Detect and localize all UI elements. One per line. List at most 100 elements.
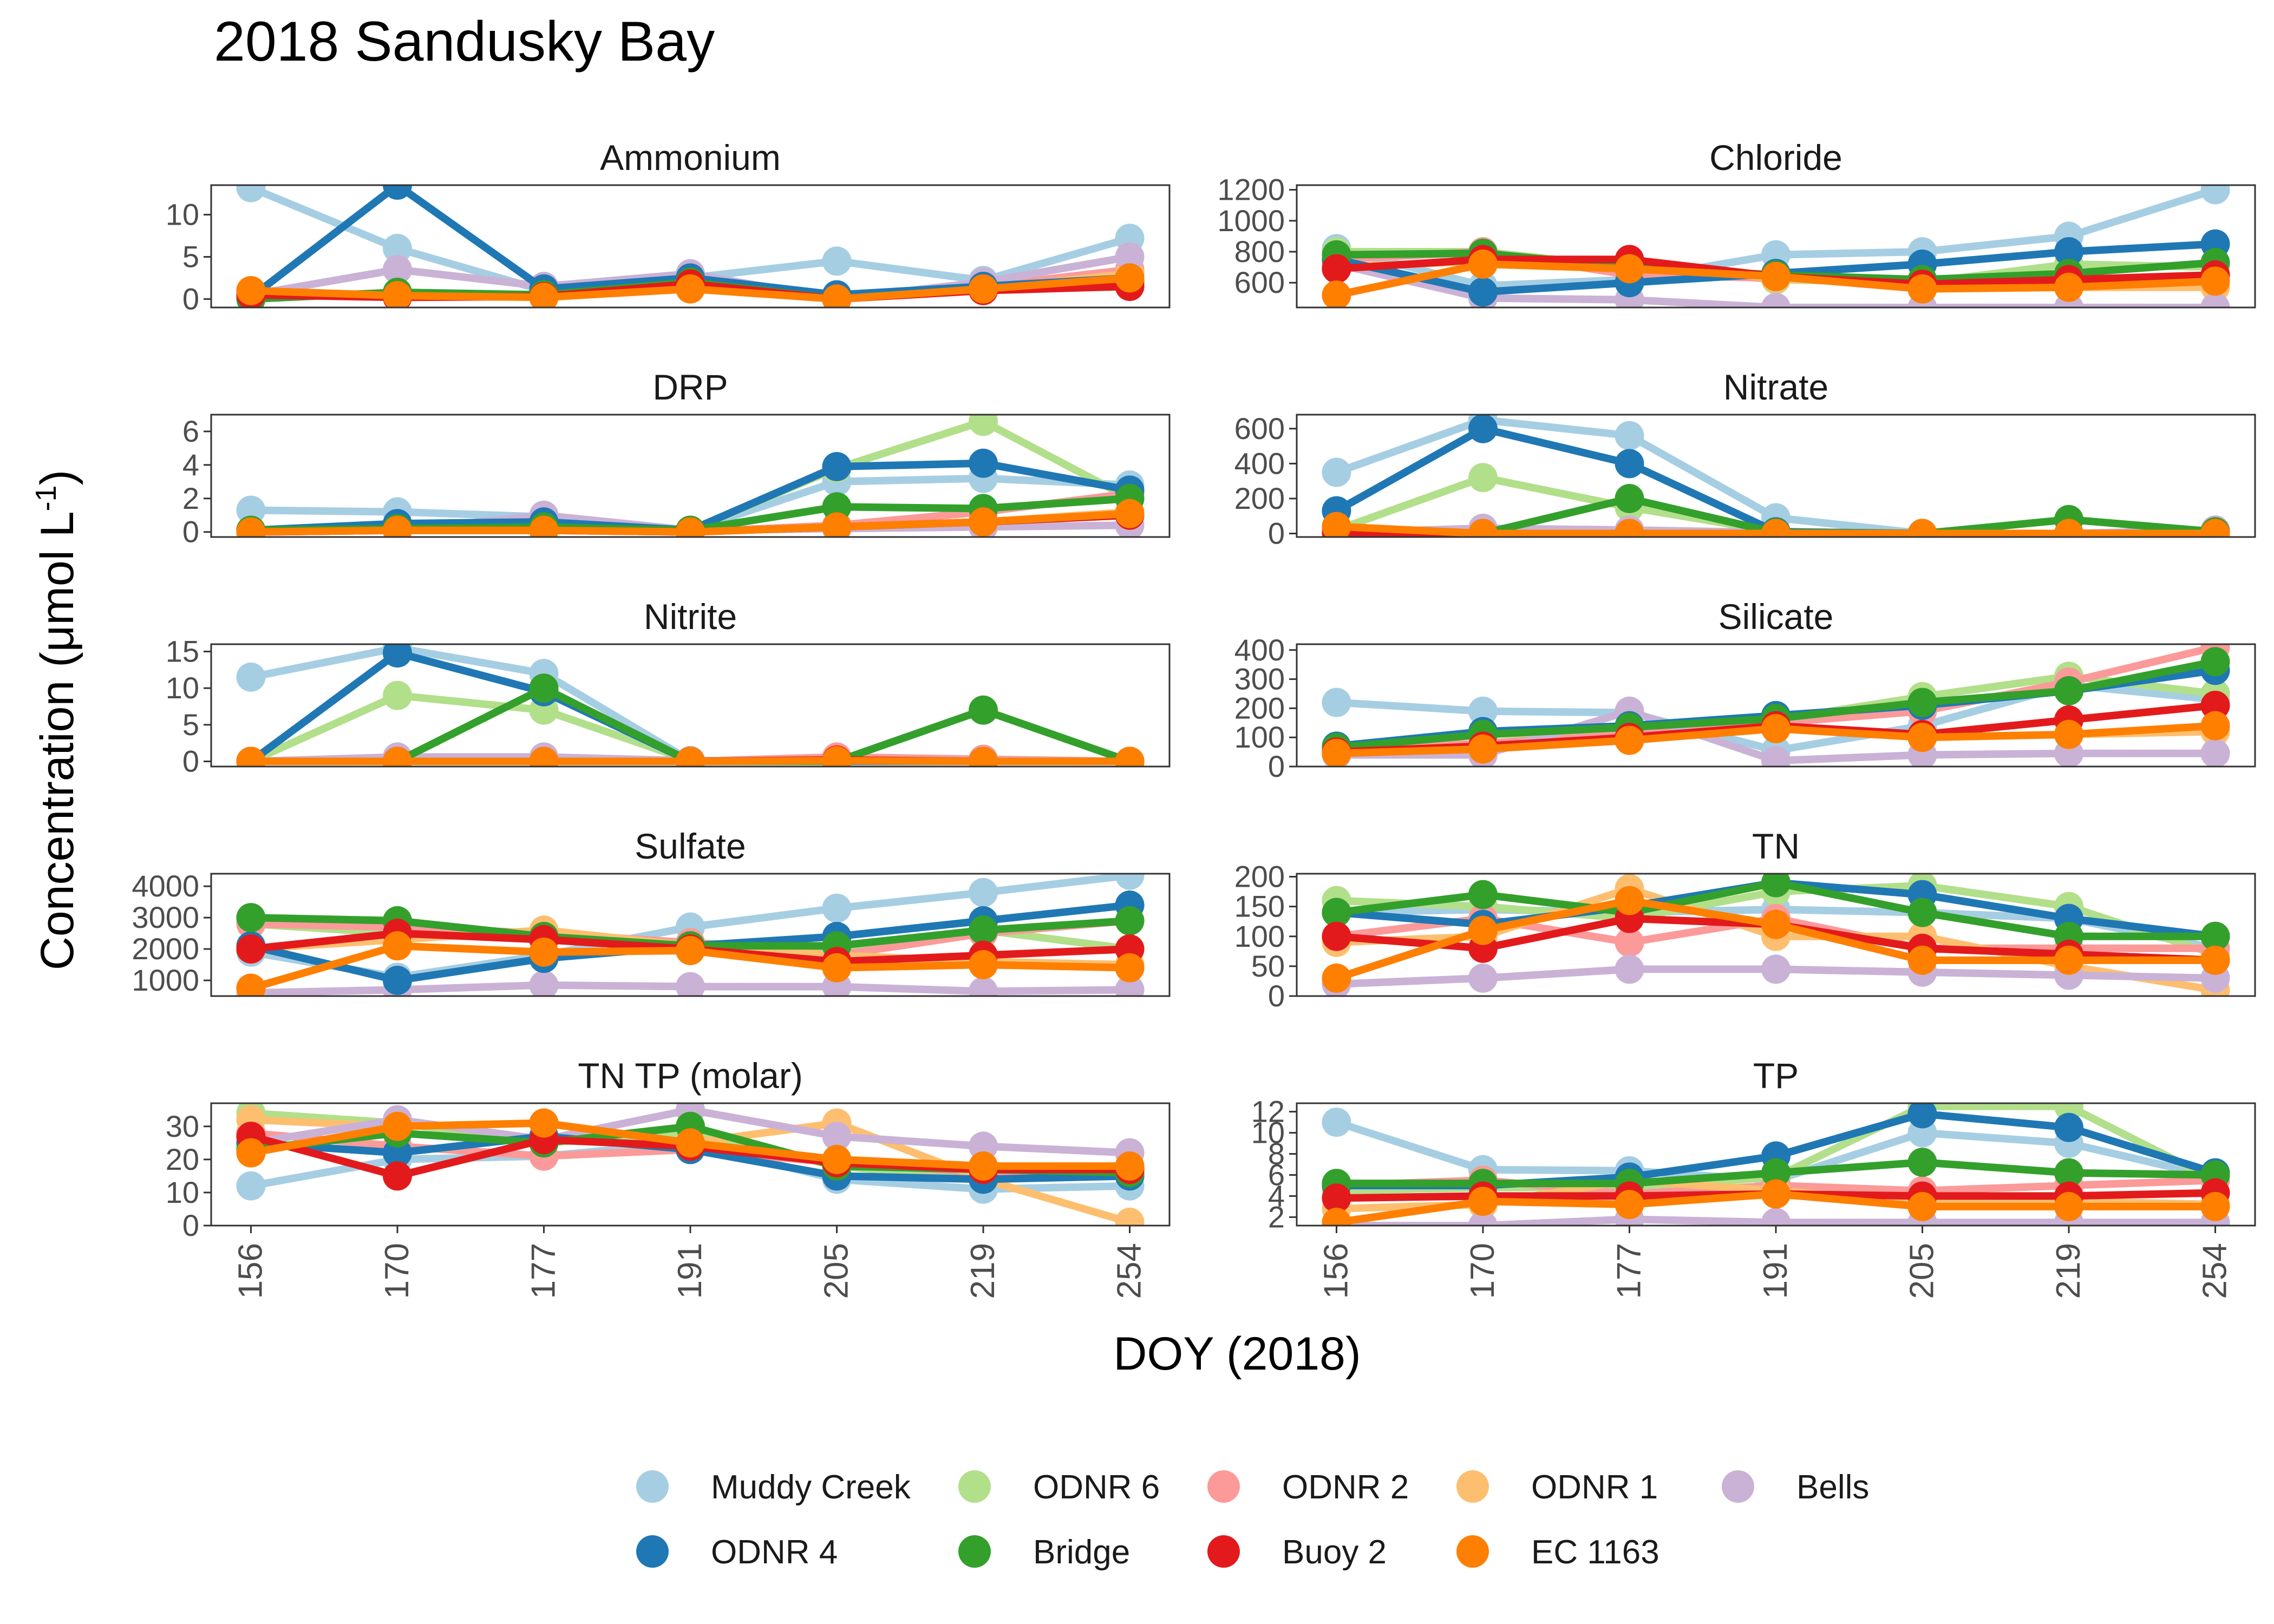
legend-item-odnr-6: ODNR 6 — [958, 1469, 1160, 1506]
data-point-bells — [676, 972, 705, 996]
data-point-bridge — [1907, 898, 1937, 927]
x-tick-label: 219 — [2050, 1243, 2087, 1299]
panel-frame — [1296, 873, 2256, 997]
panel-title: Sulfate — [635, 826, 746, 866]
data-point-ec-1163 — [676, 1128, 705, 1158]
data-point-ec-1163 — [1907, 945, 1937, 975]
data-point-ec-1163 — [1468, 1187, 1498, 1216]
data-point-odnr-4 — [382, 966, 412, 996]
data-point-ec-1163 — [1115, 953, 1145, 983]
legend-item-odnr-4: ODNR 4 — [636, 1534, 838, 1571]
data-point-ec-1163 — [1115, 746, 1145, 767]
data-point-muddy-creek — [969, 878, 998, 907]
data-point-buoy-2 — [382, 1161, 412, 1191]
data-point-muddy-creek — [1615, 421, 1644, 450]
legend-key-bells — [1722, 1470, 1754, 1503]
data-point-bridge — [822, 492, 852, 522]
panel-series — [236, 185, 1145, 307]
y-tick-label: 15 — [166, 634, 199, 669]
data-point-ec-1163 — [529, 1108, 559, 1138]
data-point-ec-1163 — [822, 284, 852, 307]
panel-series — [236, 415, 1145, 537]
data-point-ec-1163 — [1468, 915, 1498, 945]
legend-item-bells: Bells — [1722, 1469, 1869, 1506]
data-point-ec-1163 — [1761, 519, 1791, 537]
data-point-ec-1163 — [236, 973, 266, 996]
data-point-muddy-creek — [1322, 1108, 1351, 1137]
y-axis-label-main: Concentration (μmol L — [31, 511, 83, 970]
data-point-ec-1163 — [236, 746, 266, 767]
y-tick-label: 800 — [1234, 234, 1285, 269]
y-tick-label: 4 — [1268, 1178, 1285, 1213]
y-tick-label: 6 — [182, 414, 199, 448]
data-point-bells — [1761, 954, 1791, 984]
panel-frame — [210, 873, 1171, 997]
y-tick-label: 200 — [1234, 860, 1285, 894]
data-point-muddy-creek — [1468, 696, 1498, 726]
y-tick-label: 0 — [182, 281, 199, 316]
data-point-ec-1163 — [1615, 886, 1644, 915]
legend-key-muddy-creek — [636, 1470, 669, 1503]
y-tick-label: 0 — [1268, 749, 1285, 783]
y-tick-label: 5 — [182, 239, 199, 273]
data-point-muddy-creek — [1115, 874, 1145, 890]
data-point-ec-1163 — [1761, 1179, 1791, 1209]
y-tick-label: 0 — [182, 744, 199, 778]
x-tick-label: 156 — [232, 1243, 269, 1299]
data-point-ec-1163 — [822, 746, 852, 767]
y-tick-label: 400 — [1234, 446, 1285, 480]
panel-title: TN — [1752, 826, 1800, 866]
data-point-odnr-4 — [1468, 277, 1498, 307]
y-axis-label: Concentration (μmol L-1) — [30, 470, 83, 970]
y-tick-label: 100 — [1234, 720, 1285, 754]
y-tick-label: 4000 — [132, 869, 199, 903]
data-point-odnr-4 — [2054, 1112, 2084, 1142]
y-tick-label: 600 — [1234, 265, 1285, 299]
x-tick-label: 219 — [964, 1243, 1002, 1299]
legend-item-odnr-2: ODNR 2 — [1207, 1469, 1409, 1506]
data-point-ec-1163 — [382, 281, 412, 307]
data-point-ec-1163 — [1615, 519, 1644, 537]
data-point-ec-1163 — [1907, 274, 1937, 304]
data-point-buoy-2 — [236, 934, 266, 964]
y-tick-label: 10 — [166, 1175, 199, 1209]
data-point-bridge — [1761, 874, 1791, 898]
legend-key-odnr-1 — [1456, 1470, 1489, 1503]
data-point-ec-1163 — [1322, 738, 1351, 767]
y-tick-label: 0 — [1268, 516, 1285, 551]
legend-key-bridge — [958, 1535, 991, 1568]
data-point-ec-1163 — [236, 1138, 266, 1168]
data-point-buoy-2 — [1322, 254, 1351, 284]
data-point-odnr-4 — [822, 451, 852, 481]
data-point-bells — [1468, 963, 1498, 993]
x-tick-label: 191 — [671, 1243, 709, 1299]
data-point-odnr-4 — [1615, 449, 1644, 479]
data-point-ec-1163 — [822, 512, 852, 537]
legend-item-muddy-creek: Muddy Creek — [636, 1469, 911, 1506]
x-tick-label: 156 — [1317, 1243, 1355, 1299]
data-point-bells — [1115, 242, 1145, 272]
legend-key-ec-1163 — [1456, 1535, 1489, 1568]
y-tick-label: 150 — [1234, 889, 1285, 924]
data-point-bridge — [529, 673, 559, 703]
data-point-bridge — [969, 695, 998, 725]
data-point-odnr-2 — [1615, 927, 1644, 957]
data-point-ec-1163 — [1468, 519, 1498, 537]
panel-title: TN TP (molar) — [578, 1056, 803, 1096]
x-tick-label: 205 — [1904, 1243, 1941, 1299]
data-point-odnr-6 — [382, 680, 412, 710]
data-point-bells — [2200, 738, 2230, 767]
data-point-muddy-creek — [822, 246, 852, 276]
data-point-ec-1163 — [2054, 272, 2084, 302]
data-point-ec-1163 — [969, 507, 998, 537]
data-point-ec-1163 — [969, 1151, 998, 1181]
legend-label: Muddy Creek — [711, 1469, 911, 1506]
data-point-ec-1163 — [529, 746, 559, 767]
data-point-ec-1163 — [236, 517, 266, 537]
y-tick-label: 8 — [1268, 1137, 1285, 1171]
data-point-bridge — [1468, 880, 1498, 909]
data-point-bridge — [1615, 483, 1644, 513]
